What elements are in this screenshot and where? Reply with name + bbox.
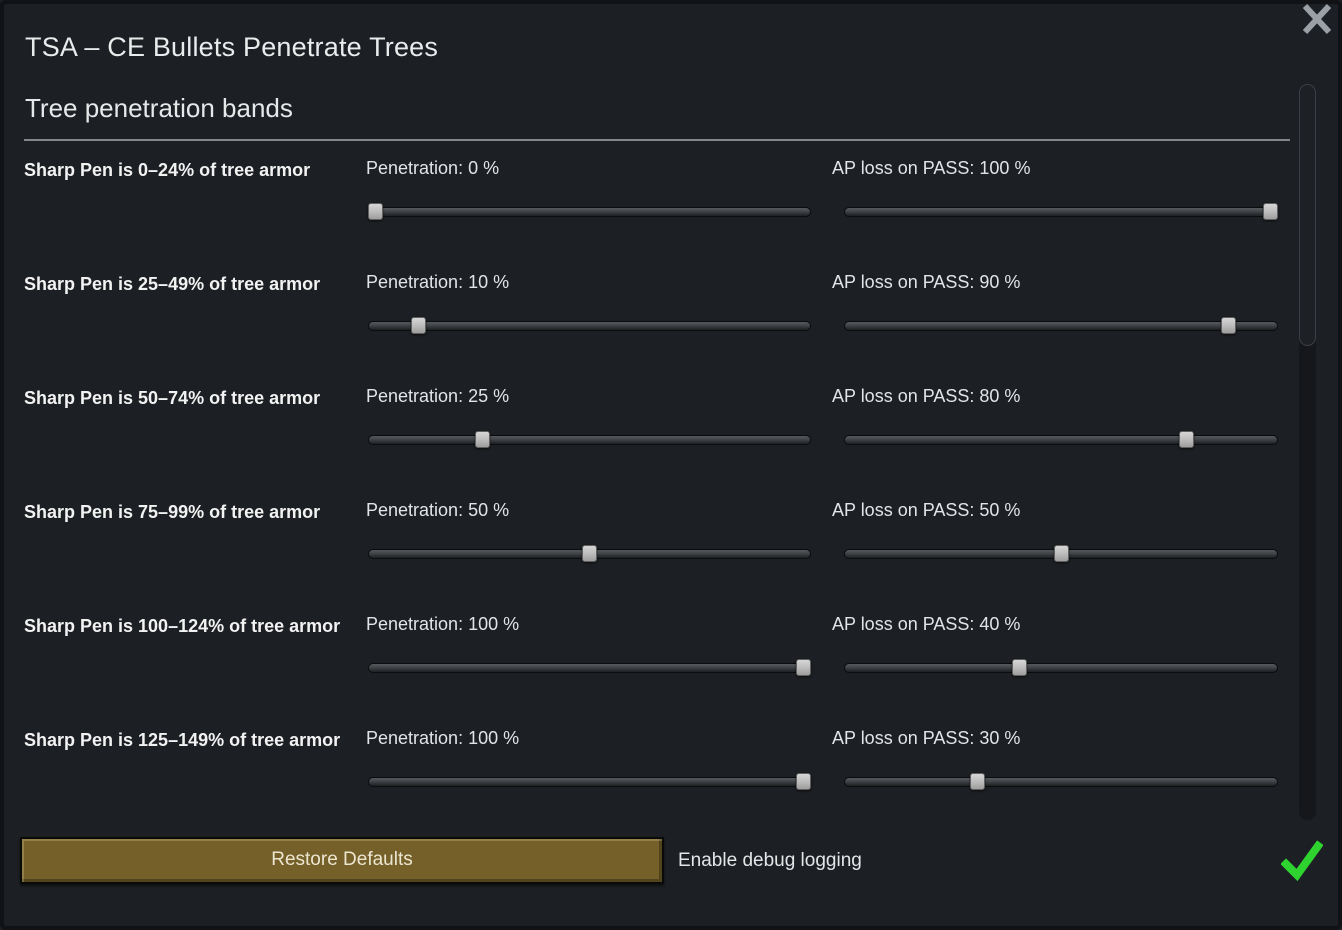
ap-loss-value-label: AP loss on PASS: 40 % [832,614,1021,634]
slider-handle[interactable] [1179,431,1195,448]
ap-loss-slider[interactable] [844,317,1278,335]
penetration-value-label: Penetration: 25 % [366,386,510,406]
ap-loss-value-label: AP loss on PASS: 30 % [832,728,1021,748]
penetration-slider[interactable] [368,431,811,449]
scrollbar-thumb[interactable] [1299,84,1316,346]
band-label: Sharp Pen is 75–99% of tree armor [24,502,321,522]
slider-handle[interactable] [410,317,426,334]
penetration-slider[interactable] [368,545,811,563]
slider-track[interactable] [844,777,1278,787]
slider-track[interactable] [368,663,811,673]
slider-handle[interactable] [1053,545,1069,562]
band-label: Sharp Pen is 25–49% of tree armor [24,274,321,294]
slider-handle[interactable] [1263,203,1278,220]
band-label: Sharp Pen is 100–124% of tree armor [24,616,341,636]
close-button[interactable] [1298,2,1334,36]
checkmark-icon [1280,840,1324,882]
page-title: TSA – CE Bullets Penetrate Trees [25,32,439,62]
band-row: Sharp Pen is 75–99% of tree armor Penetr… [24,498,1294,608]
penetration-value-label: Penetration: 50 % [366,500,510,520]
band-label: Sharp Pen is 0–24% of tree armor [24,160,311,180]
band-row: Sharp Pen is 25–49% of tree armor Penetr… [24,270,1294,380]
band-label: Sharp Pen is 50–74% of tree armor [24,388,321,408]
band-row: Sharp Pen is 125–149% of tree armor Pene… [24,726,1294,836]
slider-handle[interactable] [368,203,383,220]
slider-handle[interactable] [582,545,597,562]
debug-logging-checkbox[interactable] [1280,840,1324,882]
ap-loss-slider[interactable] [844,545,1278,563]
band-label: Sharp Pen is 125–149% of tree armor [24,730,341,750]
penetration-value-label: Penetration: 100 % [366,614,520,634]
ap-loss-slider[interactable] [844,773,1278,791]
penetration-value-label: Penetration: 100 % [366,728,520,748]
slider-track[interactable] [844,207,1278,217]
ap-loss-value-label: AP loss on PASS: 100 % [832,158,1031,178]
band-row: Sharp Pen is 0–24% of tree armor Penetra… [24,156,1294,266]
penetration-slider[interactable] [368,203,811,221]
penetration-slider[interactable] [368,317,811,335]
ap-loss-value-label: AP loss on PASS: 90 % [832,272,1021,292]
band-row: Sharp Pen is 50–74% of tree armor Penetr… [24,384,1294,494]
slider-track[interactable] [844,321,1278,331]
slider-track[interactable] [844,663,1278,673]
slider-track[interactable] [368,321,811,331]
slider-handle[interactable] [969,773,985,790]
ap-loss-value-label: AP loss on PASS: 50 % [832,500,1021,520]
slider-track[interactable] [368,777,811,787]
slider-handle[interactable] [796,659,811,676]
slider-track[interactable] [368,435,811,445]
slider-track[interactable] [368,207,811,217]
scrollbar-track[interactable] [1299,84,1316,820]
ap-loss-slider[interactable] [844,431,1278,449]
close-icon [1302,3,1332,35]
penetration-value-label: Penetration: 0 % [366,158,500,178]
penetration-slider[interactable] [368,773,811,791]
section-title: Tree penetration bands [25,93,293,123]
ap-loss-slider[interactable] [844,659,1278,677]
slider-handle[interactable] [475,431,490,448]
slider-handle[interactable] [1221,317,1237,334]
ap-loss-slider[interactable] [844,203,1278,221]
debug-logging-label: Enable debug logging [678,850,862,871]
section-divider [24,139,1290,141]
slider-handle[interactable] [796,773,811,790]
restore-defaults-button[interactable]: Restore Defaults [20,837,664,884]
ap-loss-value-label: AP loss on PASS: 80 % [832,386,1021,406]
slider-handle[interactable] [1011,659,1027,676]
slider-track[interactable] [844,435,1278,445]
penetration-value-label: Penetration: 10 % [366,272,510,292]
band-row: Sharp Pen is 100–124% of tree armor Pene… [24,612,1294,722]
penetration-slider[interactable] [368,659,811,677]
